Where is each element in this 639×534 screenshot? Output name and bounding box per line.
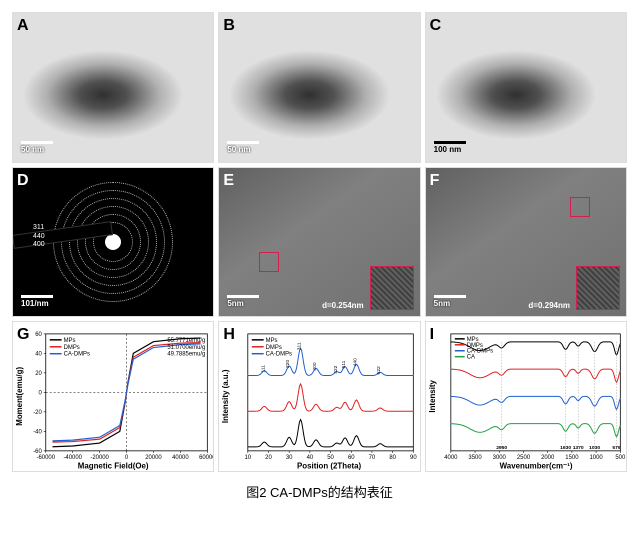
panel-a: A 50 nm xyxy=(12,12,214,163)
svg-text:CA-DMPs: CA-DMPs xyxy=(266,352,292,358)
svg-text:70: 70 xyxy=(369,455,376,461)
svg-text:-60: -60 xyxy=(33,449,42,455)
svg-text:1370: 1370 xyxy=(572,445,583,451)
scalebar-b: 50 nm xyxy=(227,141,259,154)
svg-text:2000: 2000 xyxy=(541,455,555,461)
svg-text:422: 422 xyxy=(333,366,339,374)
svg-text:Position (2Theta): Position (2Theta) xyxy=(297,462,361,471)
svg-text:220: 220 xyxy=(286,360,292,368)
panel-c: C 100 nm xyxy=(425,12,627,163)
panel-i: I 500 1000 1500 2000 2500 3000 3500 4000 2950 163… xyxy=(425,321,627,472)
svg-text:40: 40 xyxy=(307,455,314,461)
svg-text:111: 111 xyxy=(261,365,267,373)
svg-text:MPs: MPs xyxy=(64,338,76,344)
svg-text:20: 20 xyxy=(266,455,273,461)
svg-text:0: 0 xyxy=(38,391,42,397)
svg-text:DMPs: DMPs xyxy=(64,345,80,351)
d-spacing-f: d=0.294nm xyxy=(528,301,570,310)
svg-text:60: 60 xyxy=(348,455,355,461)
panel-label-b: B xyxy=(223,17,235,35)
svg-text:1630: 1630 xyxy=(560,445,571,451)
panel-label-h: H xyxy=(223,326,235,344)
svg-text:CA-DMPs: CA-DMPs xyxy=(64,352,90,358)
svg-text:51.0700emu/g: 51.0700emu/g xyxy=(167,345,205,351)
svg-text:3000: 3000 xyxy=(492,455,506,461)
panel-e: E d=0.254nm 5nm xyxy=(218,167,420,318)
panel-label-g: G xyxy=(17,326,29,344)
svg-text:20: 20 xyxy=(35,371,42,377)
svg-text:2500: 2500 xyxy=(517,455,531,461)
svg-text:20000: 20000 xyxy=(145,455,162,461)
hrtem-inset-e xyxy=(370,266,414,310)
svg-text:3500: 3500 xyxy=(468,455,482,461)
svg-text:60000: 60000 xyxy=(199,455,213,461)
scalebar-c: 100 nm xyxy=(434,141,466,154)
panel-label-e: E xyxy=(223,172,234,190)
svg-text:55.7771emu/g: 55.7771emu/g xyxy=(167,338,205,344)
svg-text:DMPs: DMPs xyxy=(266,345,282,351)
svg-text:Intensity (a.u.): Intensity (a.u.) xyxy=(221,370,230,424)
svg-text:579: 579 xyxy=(612,445,620,451)
svg-text:10: 10 xyxy=(245,455,252,461)
svg-text:MPs: MPs xyxy=(266,338,278,344)
panel-label-d: D xyxy=(17,172,29,190)
figure-caption: 图2 CA-DMPs的结构表征 xyxy=(12,482,627,501)
scalebar-d: 101/nm xyxy=(21,295,53,308)
panel-d: D 311 440 400 101/nm xyxy=(12,167,214,318)
panel-label-i: I xyxy=(430,326,434,344)
panel-h: H 10 20 30 40 50 60 70 80 90 111 220 311 400 422511 44… xyxy=(218,321,420,472)
panel-b: B 50 nm xyxy=(218,12,420,163)
chart-g-svg: -60000 -40000 -20000 0 20000 40000 60000 -60 -40… xyxy=(13,322,213,471)
svg-text:Moment(emu/g): Moment(emu/g) xyxy=(15,367,24,426)
figure-grid: A 50 nm B 50 nm C 100 nm D 311 440 400 1… xyxy=(12,12,627,472)
svg-text:-40000: -40000 xyxy=(63,455,82,461)
svg-text:1000: 1000 xyxy=(589,455,603,461)
svg-text:-20: -20 xyxy=(33,410,42,416)
hrtem-inset-f xyxy=(576,266,620,310)
svg-text:-40: -40 xyxy=(33,430,42,436)
panel-g: G -60000-40000-200000200004000060000-60-… xyxy=(12,321,214,472)
svg-text:400: 400 xyxy=(312,362,318,370)
hrtem-highlight-e xyxy=(259,252,279,272)
svg-text:50: 50 xyxy=(328,455,335,461)
saed-center xyxy=(105,234,121,250)
chart-i-svg: 5001000150020002500300035004000295016301… xyxy=(426,322,626,471)
svg-text:-60000: -60000 xyxy=(37,455,56,461)
svg-text:80: 80 xyxy=(390,455,397,461)
panel-label-a: A xyxy=(17,17,29,35)
panel-label-c: C xyxy=(430,17,442,35)
svg-text:2950: 2950 xyxy=(496,445,507,451)
hrtem-highlight-f xyxy=(570,197,590,217)
panel-f: F d=0.294nm 5nm xyxy=(425,167,627,318)
scalebar-f: 5nm xyxy=(434,295,466,308)
svg-text:40000: 40000 xyxy=(172,455,189,461)
svg-text:0: 0 xyxy=(125,455,129,461)
svg-text:CA: CA xyxy=(466,355,474,361)
scalebar-e: 5nm xyxy=(227,295,259,308)
svg-text:440: 440 xyxy=(353,358,359,366)
svg-text:1030: 1030 xyxy=(589,445,600,451)
svg-text:49.7885emu/g: 49.7885emu/g xyxy=(167,352,205,358)
scalebar-a: 50 nm xyxy=(21,141,53,154)
svg-text:-20000: -20000 xyxy=(90,455,109,461)
svg-text:622: 622 xyxy=(377,366,383,374)
svg-text:60: 60 xyxy=(35,332,42,338)
svg-text:Magnetic Field(Oe): Magnetic Field(Oe) xyxy=(78,462,149,471)
d-spacing-e: d=0.254nm xyxy=(322,301,364,310)
svg-text:500: 500 xyxy=(615,455,626,461)
svg-text:30: 30 xyxy=(286,455,293,461)
saed-indices: 311 440 400 xyxy=(33,224,45,249)
svg-text:Intensity: Intensity xyxy=(428,380,437,413)
svg-text:311: 311 xyxy=(297,342,303,350)
svg-text:Wavenumber(cm⁻¹): Wavenumber(cm⁻¹) xyxy=(499,462,572,471)
svg-text:511: 511 xyxy=(341,361,347,369)
panel-label-f: F xyxy=(430,172,440,190)
svg-text:90: 90 xyxy=(410,455,417,461)
svg-text:4000: 4000 xyxy=(444,455,458,461)
svg-text:1500: 1500 xyxy=(565,455,579,461)
svg-text:40: 40 xyxy=(35,352,42,358)
chart-h-svg: 10 20 30 40 50 60 70 80 90 111 220 311 400 422511 440 6… xyxy=(219,322,419,471)
